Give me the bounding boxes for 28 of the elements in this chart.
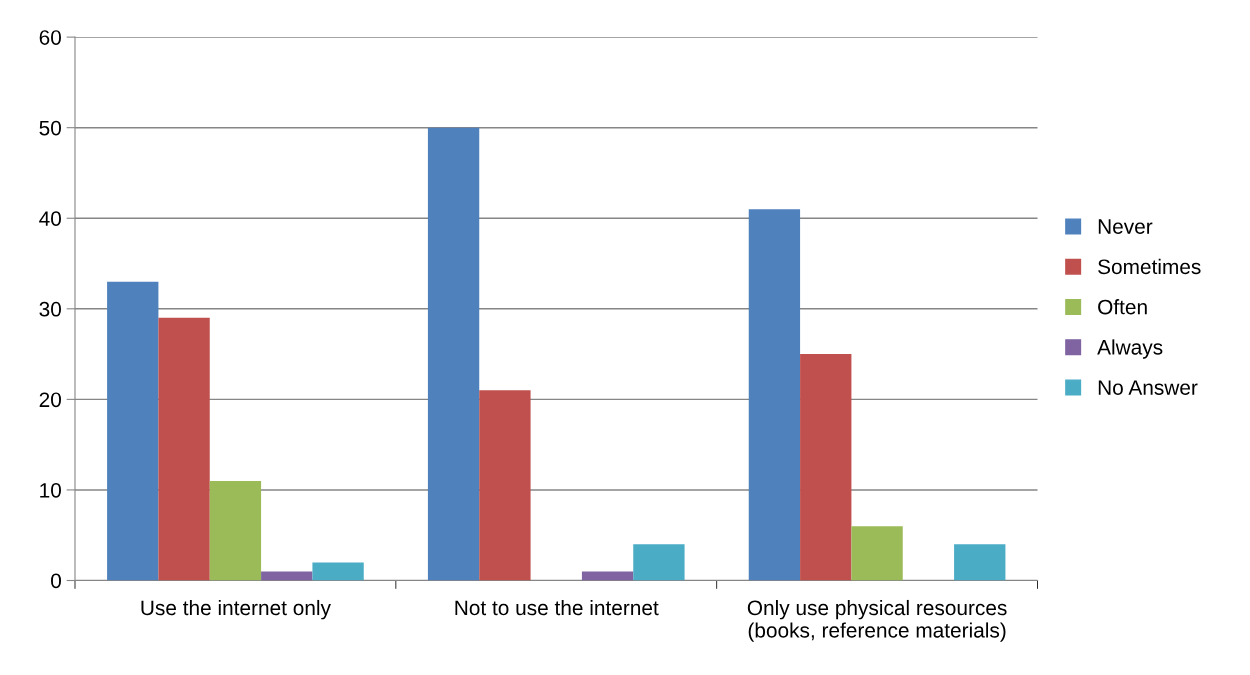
y-tick-label: 30 [39,301,61,317]
bar [851,526,903,581]
bar [748,209,801,581]
bar [633,544,685,581]
legend-label: No Answer [1098,380,1198,395]
bar [312,562,364,581]
y-tick-label: 50 [39,120,61,136]
y-tick-label: 20 [39,392,61,408]
x-tick-label: Only use physical resources (books, reference materials) [747,599,1007,642]
bar [800,354,852,581]
bar [107,281,159,581]
bar [954,544,1006,581]
bar [209,480,262,581]
legend-label: Always [1097,339,1163,359]
y-tick-label: 10 [40,482,61,498]
bar [261,571,313,581]
bar [427,127,480,581]
y-tick-label: 40 [39,211,61,226]
legend-label: Never [1098,219,1153,234]
bar [158,317,210,581]
y-tick-label: 0 [51,573,61,589]
legend-label: Often [1098,299,1147,315]
y-tick-label: 60 [39,30,61,45]
legend-label: Sometimes [1098,258,1201,275]
x-tick-label: Not to use the internet [455,599,659,616]
bar [581,571,634,581]
bar [479,390,531,581]
x-tick-label: Use the internet only [141,599,331,620]
